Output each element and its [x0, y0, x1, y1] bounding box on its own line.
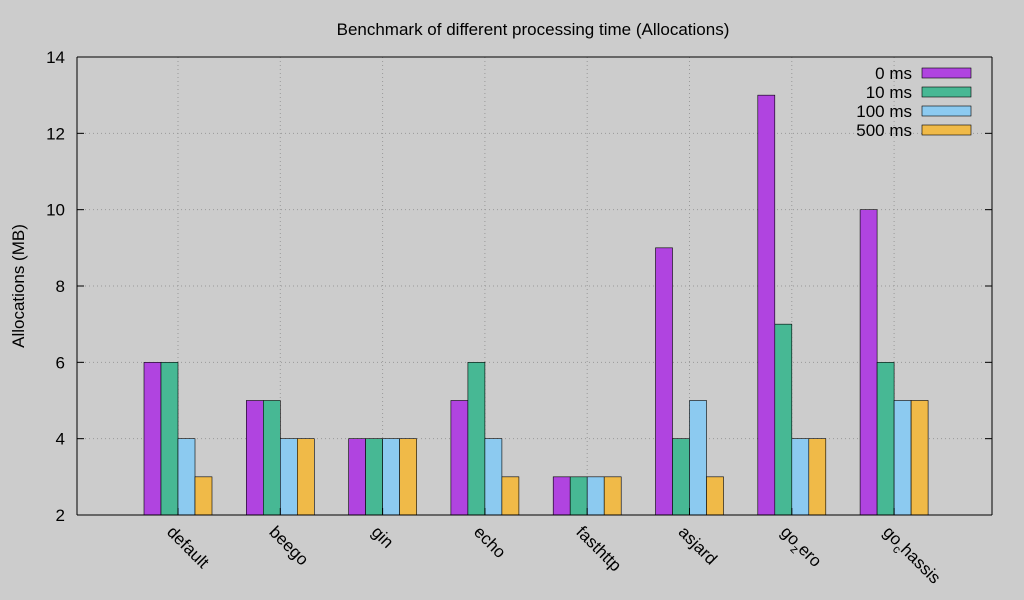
y-tick-label: 8: [56, 277, 65, 296]
bar-10ms-gin: [365, 438, 383, 516]
y-ticks: 2 4 6 8 10 12 14: [46, 48, 992, 525]
bar-100ms-go_chassis: [893, 400, 912, 516]
bar-10ms-echo: [467, 362, 486, 516]
bar-100ms-go_zero: [791, 438, 810, 516]
bar-500ms-fasthttp: [603, 476, 622, 516]
legend-swatch: [921, 67, 972, 79]
bar-0ms-go_chassis: [859, 209, 878, 516]
x-tick-label: gochassis: [876, 522, 944, 590]
bar-0ms-gin: [348, 438, 366, 516]
x-tick-label: beego: [265, 522, 312, 569]
x-tick-label: asjard: [675, 522, 721, 568]
bar-10ms-default: [160, 362, 179, 516]
bar-0ms-asjard: [655, 247, 673, 516]
x-tick-label: fasthttp: [572, 522, 625, 575]
bar-10ms-beego: [262, 400, 281, 516]
y-tick-label: 6: [56, 353, 65, 372]
bars-group: [143, 94, 929, 516]
axes: [76, 56, 993, 516]
x-tick-label: default: [163, 522, 213, 572]
bar-500ms-default: [194, 476, 213, 516]
legend-swatch: [921, 124, 972, 136]
legend-label: 10 ms: [866, 83, 912, 102]
bar-500ms-echo: [501, 476, 520, 516]
bar-10ms-go_zero: [774, 323, 793, 516]
y-tick-label: 4: [56, 430, 65, 449]
bar-100ms-fasthttp: [586, 476, 605, 516]
bar-100ms-echo: [484, 438, 503, 516]
bar-100ms-asjard: [689, 400, 707, 516]
bar-0ms-beego: [246, 400, 264, 516]
bar-10ms-fasthttp: [569, 476, 588, 516]
legend-label: 100 ms: [856, 102, 912, 121]
y-tick-label: 12: [46, 124, 65, 143]
bar-0ms-go_zero: [757, 94, 776, 516]
y-tick-label: 10: [46, 201, 65, 220]
y-axis-label: Allocations (MB): [9, 224, 28, 348]
legend-swatch: [921, 105, 972, 117]
grid-lines: [77, 56, 992, 515]
bar-10ms-asjard: [672, 438, 690, 516]
bar-500ms-go_chassis: [910, 400, 929, 516]
bar-500ms-go_zero: [808, 438, 827, 516]
bar-0ms-fasthttp: [552, 476, 571, 516]
x-tick-label: gozero: [774, 522, 825, 573]
bar-0ms-default: [143, 362, 162, 516]
x-tick-label: echo: [470, 522, 510, 562]
x-ticks: default beego gin echo fasthttp asjard gozerog…: [163, 508, 944, 590]
y-tick-label: 2: [56, 506, 65, 525]
bar-100ms-beego: [279, 438, 298, 516]
legend-swatch: [921, 86, 972, 98]
legend-label: 0 ms: [875, 64, 912, 83]
legend-label: 500 ms: [856, 121, 912, 140]
bar-10ms-go_chassis: [876, 362, 895, 516]
bar-100ms-gin: [382, 438, 400, 516]
bar-100ms-default: [177, 438, 196, 516]
bar-500ms-beego: [296, 438, 315, 516]
x-tick-label: gin: [368, 522, 397, 551]
bar-500ms-gin: [399, 438, 417, 516]
bar-0ms-echo: [450, 400, 469, 516]
chart-title: Benchmark of different processing time (…: [337, 20, 730, 39]
bar-500ms-asjard: [706, 476, 724, 516]
y-tick-label: 14: [46, 48, 65, 67]
